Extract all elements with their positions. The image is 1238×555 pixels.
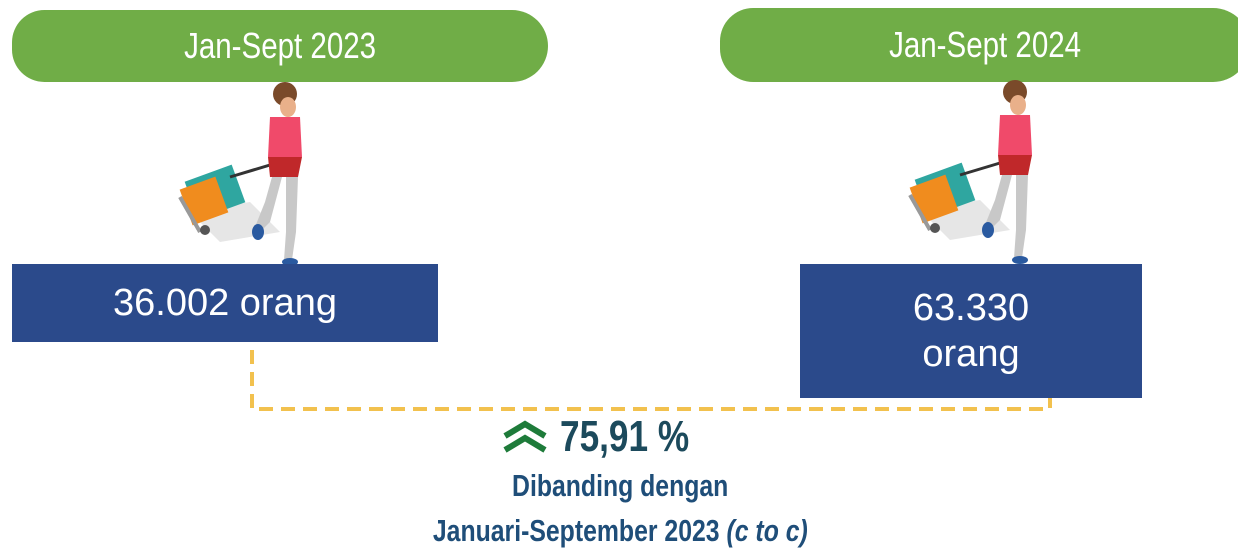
change: 75,91 % (500, 412, 721, 462)
note-text: Januari-September 2023 (433, 513, 720, 548)
value-box: 36.002 orang (12, 264, 438, 342)
change-value: 75,91 % (560, 412, 689, 462)
note-italic: (c to c) (726, 513, 807, 548)
increase-icon (500, 420, 550, 454)
value-label: 36.002 orang (113, 282, 337, 325)
note-line: Dibanding dengan (320, 468, 920, 504)
infographic: Jan-Sept 2023 Jan-Sept 2024 36 (0, 0, 1238, 555)
value-box: 63.330 orang (800, 264, 1142, 398)
value-label: 63.330 orang (871, 285, 1071, 377)
note-text: Dibanding dengan (512, 468, 728, 504)
note-line: Januari-September 2023 (c to c) (320, 513, 920, 549)
